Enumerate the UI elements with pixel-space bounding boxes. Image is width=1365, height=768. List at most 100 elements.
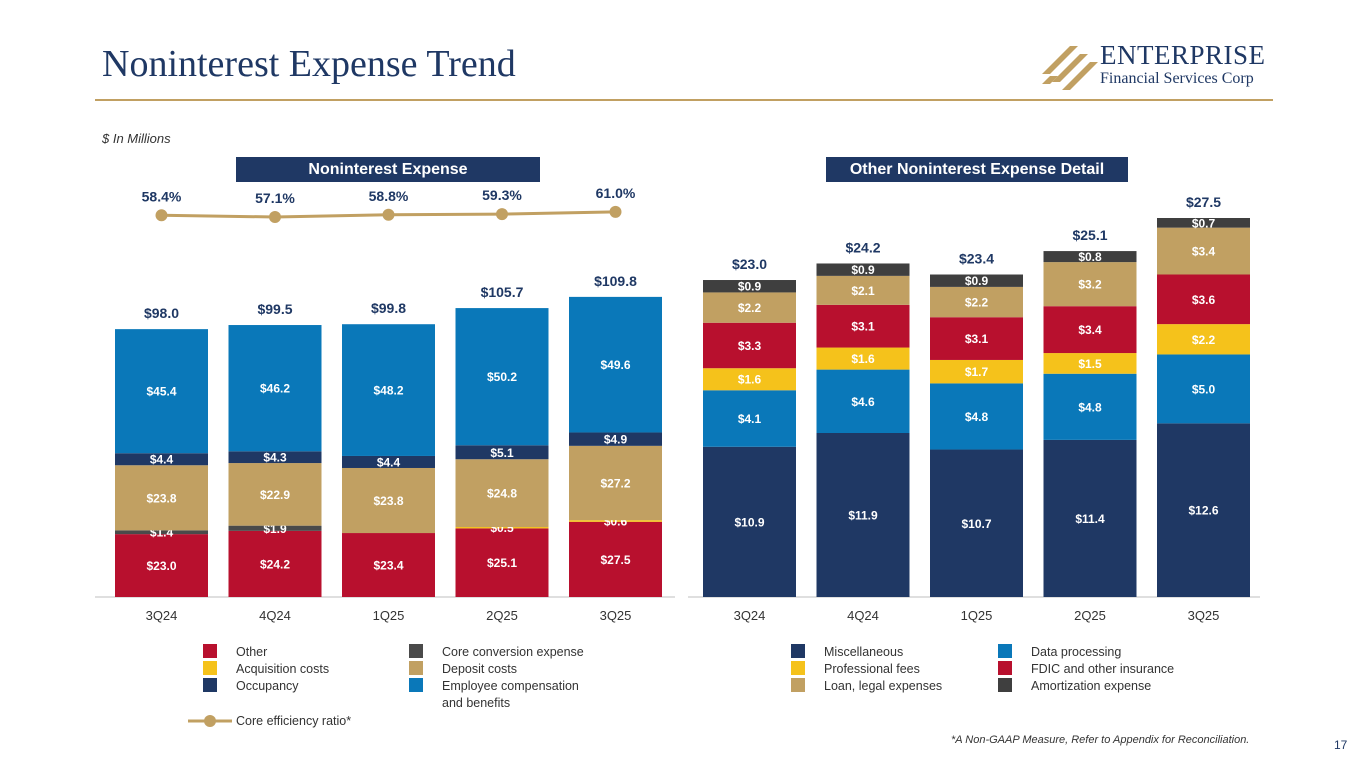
- data-label-other-3q24: $23.0: [146, 559, 176, 573]
- legend-swatch-deposit: [409, 661, 423, 675]
- total-label-2q25: $105.7: [481, 284, 524, 300]
- data-label-amortization-expense-4q24: $0.9: [851, 263, 875, 277]
- x-tick-label-1q25: 1Q25: [961, 608, 993, 623]
- legend-swatch-loan-legal: [791, 678, 805, 692]
- logo-name: ENTERPRISE: [1100, 40, 1266, 70]
- bar-segment-employee-compensation-and-benefits-4q24: [228, 325, 322, 452]
- logo-subtitle: Financial Services Corp: [1100, 70, 1254, 87]
- data-label-deposit-costs-1q25: $23.8: [373, 494, 403, 508]
- data-label-loan-legal-expenses-3q24: $2.2: [738, 301, 762, 315]
- x-tick-label-3q24: 3Q24: [146, 608, 178, 623]
- bar-segment-deposit-costs-4q24: [228, 463, 322, 526]
- data-label-data-processing-1q25: $4.8: [965, 410, 989, 424]
- data-label-other-2q25: $25.1: [487, 556, 517, 570]
- legend-label-occupancy: Occupancy: [236, 679, 299, 693]
- data-label-amortization-expense-3q24: $0.9: [738, 280, 762, 294]
- bar-segment-deposit-costs-3q25: [569, 445, 662, 521]
- total-label-4q24: $24.2: [845, 239, 880, 255]
- bar-segment-professional-fees-1q25: [930, 359, 1023, 384]
- data-label-amortization-expense-2q25: $0.8: [1078, 250, 1102, 264]
- data-label-miscellaneous-1q25: $10.7: [961, 517, 991, 531]
- bar-segment-data-processing-3q25: [1157, 354, 1250, 424]
- x-tick-label-3q24: 3Q24: [734, 608, 766, 623]
- bar-segment-professional-fees-4q24: [816, 347, 910, 370]
- efficiency-ratio-point-3q24: [155, 209, 168, 222]
- legend-label-deposit: Deposit costs: [442, 662, 518, 676]
- data-label-professional-fees-3q24: $1.6: [738, 373, 762, 387]
- bar-segment-occupancy-1q25: [342, 455, 435, 468]
- x-tick-label-3q25: 3Q25: [1188, 608, 1220, 623]
- data-label-other-3q25: $27.5: [600, 553, 630, 567]
- bar-segment-deposit-costs-3q24: [115, 465, 208, 531]
- bar-segment-core-conversion-expense-3q24: [115, 530, 208, 535]
- efficiency-ratio-point-4q24: [269, 211, 281, 223]
- bar-segment-core-conversion-expense-4q24: [228, 525, 322, 531]
- total-label-3q25: $109.8: [594, 273, 637, 289]
- data-label-occupancy-1q25: $4.4: [377, 455, 401, 469]
- bar-segment-professional-fees-3q25: [1157, 324, 1250, 355]
- data-label-occupancy-3q24: $4.4: [150, 453, 174, 467]
- legend-label-fdic: FDIC and other insurance: [1031, 662, 1175, 676]
- bar-segment-miscellaneous-3q25: [1157, 423, 1250, 597]
- bar-segment-acquisition-costs-2q25: [455, 527, 549, 529]
- bar-segment-employee-compensation-and-benefits-3q24: [115, 329, 208, 454]
- efficiency-ratio-label-3q25: 61.0%: [596, 185, 636, 201]
- data-label-miscellaneous-4q24: $11.9: [848, 508, 878, 522]
- units-note: $ In Millions: [102, 131, 171, 146]
- total-label-1q25: $99.8: [371, 300, 406, 316]
- data-label-fdic-and-other-insurance-4q24: $3.1: [851, 320, 875, 334]
- footnote: *A Non-GAAP Measure, Refer to Appendix f…: [951, 734, 1250, 746]
- bar-segment-miscellaneous-1q25: [930, 449, 1023, 597]
- logo-mark-icon: [1042, 46, 1098, 90]
- legend-label-professional: Professional fees: [824, 662, 920, 676]
- bar-segment-occupancy-3q24: [115, 453, 208, 466]
- total-label-3q24: $23.0: [732, 256, 767, 272]
- data-label-occupancy-2q25: $5.1: [490, 446, 514, 460]
- bar-segment-amortization-expense-3q24: [703, 280, 796, 293]
- data-label-loan-legal-expenses-1q25: $2.2: [965, 296, 989, 310]
- efficiency-ratio-label-1q25: 58.8%: [369, 188, 409, 204]
- data-label-employee-compensation-and-benefits-4q24: $46.2: [260, 382, 290, 396]
- efficiency-ratio-label-3q24: 58.4%: [142, 188, 182, 204]
- bar-segment-professional-fees-3q24: [703, 368, 796, 391]
- legend-swatch-data-processing: [998, 644, 1012, 658]
- bar-segment-employee-compensation-and-benefits-2q25: [455, 308, 549, 446]
- bar-segment-loan-legal-expenses-2q25: [1043, 262, 1137, 307]
- bar-segment-other-4q24: [228, 530, 322, 597]
- legend-label-misc: Miscellaneous: [824, 645, 904, 659]
- bar-segment-other-2q25: [455, 528, 549, 597]
- legend-swatch-misc: [791, 644, 805, 658]
- legend-swatch-professional: [791, 661, 805, 675]
- data-label-loan-legal-expenses-4q24: $2.1: [851, 284, 875, 298]
- x-tick-label-1q25: 1Q25: [373, 608, 405, 623]
- legend-swatch-occupancy: [203, 678, 217, 692]
- data-label-other-4q24: $24.2: [260, 557, 290, 571]
- efficiency-ratio-label-4q24: 57.1%: [255, 190, 295, 206]
- data-label-deposit-costs-2q25: $24.8: [487, 487, 517, 501]
- bar-segment-data-processing-4q24: [816, 369, 910, 433]
- data-label-other-1q25: $23.4: [373, 559, 403, 573]
- legend-label-employee-line2: and benefits: [442, 696, 511, 710]
- data-label-amortization-expense-3q25: $0.7: [1192, 216, 1216, 230]
- bar-segment-miscellaneous-4q24: [816, 432, 910, 597]
- bar-segment-other-1q25: [342, 533, 435, 597]
- x-tick-label-2q25: 2Q25: [1074, 608, 1106, 623]
- title-divider: [95, 99, 1273, 101]
- data-label-miscellaneous-2q25: $11.4: [1075, 512, 1105, 526]
- x-tick-label-4q24: 4Q24: [259, 608, 291, 623]
- bar-segment-data-processing-1q25: [930, 383, 1023, 450]
- x-tick-label-2q25: 2Q25: [486, 608, 518, 623]
- total-label-3q24: $98.0: [144, 305, 179, 321]
- data-label-miscellaneous-3q24: $10.9: [734, 515, 764, 529]
- bar-segment-fdic-and-other-insurance-2q25: [1043, 306, 1137, 354]
- data-label-professional-fees-3q25: $2.2: [1192, 333, 1216, 347]
- data-label-data-processing-4q24: $4.6: [851, 395, 875, 409]
- data-label-employee-compensation-and-benefits-1q25: $48.2: [373, 384, 403, 398]
- legend-swatch-employee: [409, 678, 423, 692]
- bar-segment-deposit-costs-2q25: [455, 459, 549, 528]
- bar-segment-other-3q25: [569, 521, 662, 597]
- bar-segment-amortization-expense-1q25: [930, 274, 1023, 287]
- efficiency-ratio-label-2q25: 59.3%: [482, 187, 522, 203]
- data-label-miscellaneous-3q25: $12.6: [1188, 504, 1218, 518]
